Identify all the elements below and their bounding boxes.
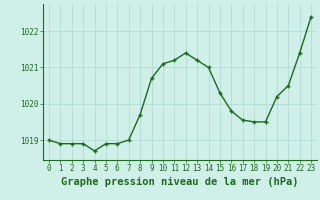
X-axis label: Graphe pression niveau de la mer (hPa): Graphe pression niveau de la mer (hPa) [61, 177, 299, 187]
